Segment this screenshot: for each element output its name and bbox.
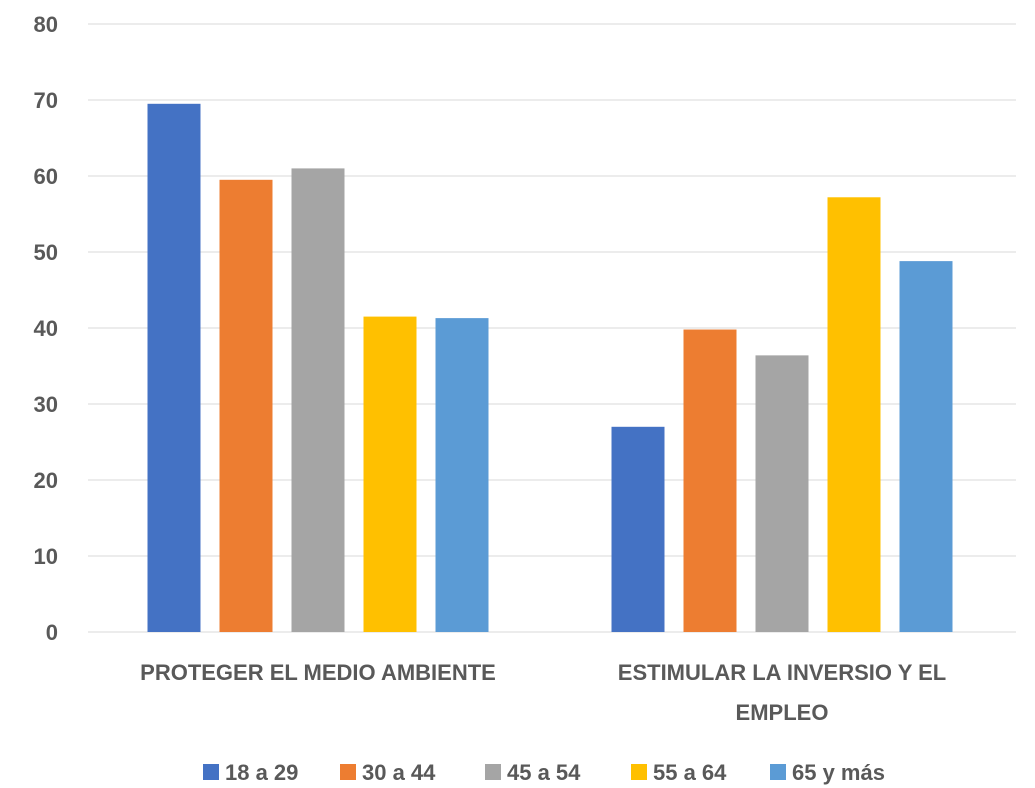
bar-30-a-44-cat-2 (683, 329, 737, 632)
legend-swatch (770, 764, 786, 780)
y-tick-label: 0 (46, 620, 58, 645)
bar-65-y-más-cat-2 (899, 261, 953, 632)
legend-label: 18 a 29 (225, 760, 298, 785)
legend-swatch (485, 764, 501, 780)
y-tick-label: 70 (34, 88, 58, 113)
bar-55-a-64-cat-1 (363, 316, 417, 632)
legend-swatch (631, 764, 647, 780)
bars (147, 103, 953, 633)
legend-item: 55 a 64 (631, 760, 727, 785)
bar-30-a-44-cat-1 (219, 179, 273, 633)
legend-item: 18 a 29 (203, 760, 298, 785)
y-axis-tick-labels: 0 10 20 30 40 50 60 70 80 (34, 12, 58, 645)
bar-65-y-más-cat-1 (435, 318, 489, 632)
y-tick-label: 60 (34, 164, 58, 189)
category-label: ESTIMULAR LA INVERSIO Y EL (618, 660, 946, 685)
bar-45-a-54-cat-1 (291, 168, 345, 632)
legend-label: 30 a 44 (362, 760, 436, 785)
legend-label: 65 y más (792, 760, 885, 785)
bar-55-a-64-cat-2 (827, 197, 881, 632)
bar-18-a-29-cat-2 (611, 426, 665, 632)
legend-item: 45 a 54 (485, 760, 581, 785)
y-tick-label: 30 (34, 392, 58, 417)
legend-item: 65 y más (770, 760, 885, 785)
legend-label: 55 a 64 (653, 760, 727, 785)
category-label: EMPLEO (736, 700, 829, 725)
y-tick-label: 40 (34, 316, 58, 341)
legend-swatch (203, 764, 219, 780)
y-tick-label: 20 (34, 468, 58, 493)
x-axis-category-labels: PROTEGER EL MEDIO AMBIENTE ESTIMULAR LA I… (140, 660, 946, 725)
y-tick-label: 10 (34, 544, 58, 569)
bar-45-a-54-cat-2 (755, 355, 809, 632)
legend-label: 45 a 54 (507, 760, 581, 785)
category-label: PROTEGER EL MEDIO AMBIENTE (140, 660, 496, 685)
legend-swatch (340, 764, 356, 780)
legend-item: 30 a 44 (340, 760, 436, 785)
y-tick-label: 80 (34, 12, 58, 37)
y-tick-label: 50 (34, 240, 58, 265)
bar-18-a-29-cat-1 (147, 103, 201, 633)
legend: 18 a 29 30 a 44 45 a 54 55 a 64 65 y más (203, 760, 885, 785)
